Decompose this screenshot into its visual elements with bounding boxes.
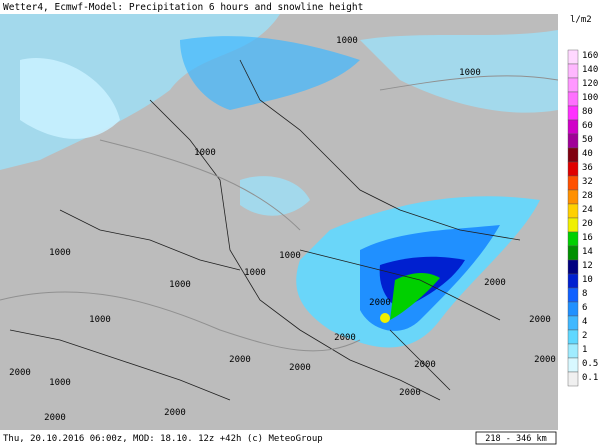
precip-area <box>380 313 390 323</box>
contour-label: 1000 <box>459 68 481 78</box>
legend-label: 50 <box>582 135 593 145</box>
legend-swatch <box>567 217 579 233</box>
legend-swatch <box>567 343 579 359</box>
legend-swatch <box>567 301 579 317</box>
legend-label: 4 <box>582 317 587 327</box>
contour-label: 1000 <box>336 36 358 46</box>
footer-info: Thu, 20.10.2016 06:00z, MOD: 18.10. 12z … <box>3 434 323 444</box>
contour-labels: 1000 1000 1000 1000 1000 1000 1000 1000 1000 2000… <box>9 36 556 423</box>
legend-swatch <box>567 287 579 303</box>
legend-label: 36 <box>582 163 593 173</box>
legend-label: 28 <box>582 191 593 201</box>
legend-swatch <box>567 357 579 373</box>
legend-swatch <box>567 105 579 121</box>
legend-swatch <box>567 371 579 387</box>
legend-swatch <box>567 49 579 65</box>
legend-swatch <box>567 119 579 135</box>
legend-swatch <box>567 315 579 331</box>
precip-area <box>360 30 558 113</box>
contour-label: 2000 <box>9 368 31 378</box>
legend-label: 24 <box>582 205 593 215</box>
contour-label: 2000 <box>399 388 421 398</box>
legend-swatch <box>567 77 579 93</box>
legend-swatch <box>567 189 579 205</box>
legend-swatch <box>567 231 579 247</box>
footer-bar <box>0 430 612 446</box>
contour-label: 1000 <box>194 148 216 158</box>
legend-label: 10 <box>582 275 593 285</box>
legend-swatch <box>567 147 579 163</box>
legend-panel <box>558 14 612 430</box>
legend-label: 8 <box>582 289 587 299</box>
title: Wetter4, Ecmwf-Model: Precipitation 6 ho… <box>3 2 363 13</box>
legend-swatch <box>567 175 579 191</box>
legend-swatch <box>567 273 579 289</box>
legend-swatch <box>567 203 579 219</box>
legend-label: 12 <box>582 261 593 271</box>
contour-label: 2000 <box>534 355 556 365</box>
legend-swatch <box>567 91 579 107</box>
legend-label: 32 <box>582 177 593 187</box>
legend-swatch <box>567 259 579 275</box>
legend-label: 0.1 <box>582 373 598 383</box>
precip-area <box>240 176 310 216</box>
contour-label: 2000 <box>289 363 311 373</box>
contour-label: 1000 <box>169 280 191 290</box>
legend-label: 20 <box>582 219 593 229</box>
contour-label: 2000 <box>369 298 391 308</box>
precip-area <box>180 36 360 110</box>
precip-area <box>390 273 440 320</box>
map <box>0 14 559 430</box>
legend: 1601401201008060504036322824201614121086… <box>567 49 598 387</box>
legend-label: 120 <box>582 79 598 89</box>
legend-label: 160 <box>582 51 598 61</box>
legend-swatch <box>567 329 579 345</box>
legend-label: 40 <box>582 149 593 159</box>
contour-label: 1000 <box>89 315 111 325</box>
contour-label: 2000 <box>414 360 436 370</box>
legend-label: 1 <box>582 345 587 355</box>
legend-label: 80 <box>582 107 593 117</box>
contour-label: 2000 <box>529 315 551 325</box>
legend-label: 60 <box>582 121 593 131</box>
contour-label: 2000 <box>164 408 186 418</box>
legend-unit: l/m2 <box>570 15 592 25</box>
scale-label: 218 - 346 km <box>485 434 546 444</box>
legend-swatch <box>567 63 579 79</box>
legend-label: 2 <box>582 331 587 341</box>
legend-label: 100 <box>582 93 598 103</box>
contour-label: 2000 <box>484 278 506 288</box>
legend-label: 0.5 <box>582 359 598 369</box>
contour-label: 1000 <box>49 248 71 258</box>
legend-label: 6 <box>582 303 587 313</box>
contour-label: 1000 <box>244 268 266 278</box>
legend-swatch <box>567 161 579 177</box>
borders <box>9 59 521 401</box>
snowline-contours <box>0 75 559 352</box>
legend-label: 14 <box>582 247 593 257</box>
contour-label: 1000 <box>279 251 301 261</box>
contour-label: 2000 <box>334 333 356 343</box>
precip-area <box>20 58 120 139</box>
contour-label: 2000 <box>229 355 251 365</box>
contour-label: 1000 <box>49 378 71 388</box>
contour-label: 2000 <box>44 413 66 423</box>
scale-box <box>475 431 557 445</box>
legend-swatch <box>567 245 579 261</box>
legend-label: 16 <box>582 233 593 243</box>
legend-label: 140 <box>582 65 598 75</box>
legend-swatch <box>567 133 579 149</box>
